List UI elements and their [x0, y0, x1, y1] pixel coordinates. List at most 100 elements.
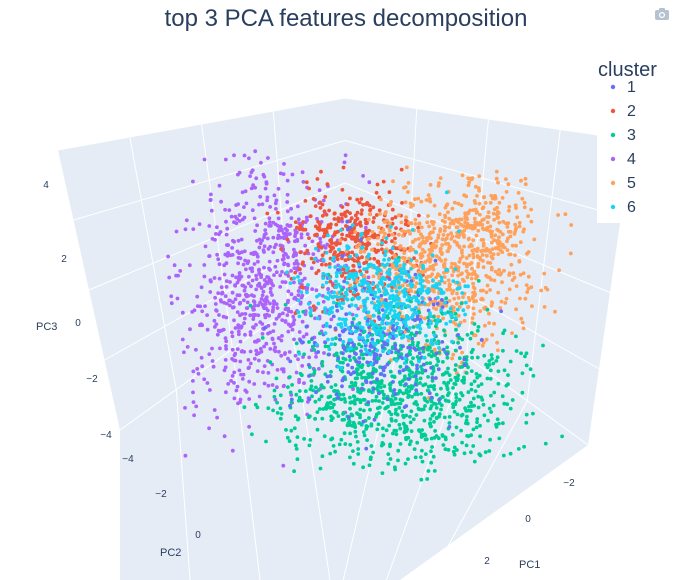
data-point	[516, 191, 521, 195]
data-point	[274, 376, 279, 381]
data-point	[524, 420, 529, 425]
data-point	[366, 334, 370, 338]
legend-item-label[interactable]: 6	[627, 199, 636, 216]
data-point	[334, 285, 339, 289]
data-point	[510, 243, 515, 248]
data-point	[355, 279, 360, 284]
data-point	[224, 219, 228, 224]
legend-item-label[interactable]: 5	[627, 175, 636, 192]
data-point	[272, 273, 276, 277]
data-point	[383, 249, 388, 254]
data-point	[428, 417, 433, 421]
data-point	[380, 247, 384, 252]
legend-item-label[interactable]: 3	[627, 127, 636, 144]
data-point	[371, 205, 376, 210]
data-point	[465, 434, 469, 438]
legend-item-label[interactable]: 4	[627, 151, 636, 168]
data-point	[327, 352, 331, 357]
data-point	[265, 198, 269, 203]
data-point	[240, 190, 245, 195]
data-point	[280, 257, 285, 262]
data-point	[344, 292, 349, 297]
data-point	[355, 397, 360, 402]
data-point	[232, 370, 237, 375]
data-point	[262, 233, 267, 237]
data-point	[328, 249, 333, 254]
data-point	[542, 271, 547, 276]
data-point	[448, 378, 453, 382]
data-point	[411, 203, 415, 208]
data-point	[298, 223, 303, 228]
data-point	[307, 374, 311, 378]
data-point	[471, 294, 475, 299]
data-point	[476, 341, 481, 346]
data-point	[252, 262, 257, 266]
legend-item-label[interactable]: 1	[627, 79, 636, 96]
data-point	[266, 275, 271, 280]
data-point	[380, 365, 385, 370]
data-point	[401, 391, 406, 396]
data-point	[248, 330, 253, 334]
data-point	[268, 244, 272, 249]
data-point	[451, 305, 456, 310]
data-point	[228, 303, 232, 308]
data-point	[474, 372, 479, 376]
data-point	[425, 338, 429, 343]
data-point	[357, 360, 362, 365]
data-point	[381, 433, 386, 438]
data-point	[456, 333, 460, 337]
data-point	[441, 290, 446, 295]
data-point	[323, 245, 328, 250]
data-point	[366, 363, 371, 368]
data-point	[254, 322, 258, 327]
data-point	[247, 156, 251, 161]
data-point	[464, 371, 469, 375]
data-point	[262, 244, 267, 249]
data-point	[563, 212, 568, 217]
data-point	[223, 294, 228, 299]
data-point	[199, 285, 204, 290]
data-point	[495, 212, 500, 217]
data-point	[304, 332, 309, 337]
camera-icon[interactable]	[655, 8, 669, 20]
data-point	[444, 190, 449, 195]
data-point	[261, 370, 265, 375]
data-point	[457, 305, 462, 309]
data-point	[364, 379, 368, 383]
data-point	[187, 263, 192, 268]
data-point	[305, 232, 310, 237]
data-point	[358, 400, 363, 405]
data-point	[271, 329, 276, 333]
data-point	[499, 271, 504, 275]
data-point	[292, 247, 296, 252]
data-point	[430, 375, 435, 380]
data-point	[420, 296, 425, 300]
data-point	[310, 344, 315, 349]
data-point	[445, 287, 449, 292]
data-point	[309, 266, 314, 271]
data-point	[423, 260, 428, 264]
data-point	[432, 203, 437, 208]
data-point	[488, 261, 493, 265]
data-point	[500, 280, 504, 285]
data-point	[472, 299, 476, 304]
data-point	[402, 361, 407, 365]
legend-item-label[interactable]: 2	[627, 103, 636, 120]
data-point	[476, 279, 481, 283]
data-point	[250, 432, 254, 437]
data-point	[217, 276, 222, 281]
data-point	[421, 346, 425, 350]
data-point	[339, 397, 344, 402]
data-point	[301, 309, 306, 314]
data-point	[219, 291, 224, 296]
data-point	[358, 269, 362, 274]
data-point	[517, 224, 522, 229]
data-point	[322, 434, 327, 439]
data-point	[516, 447, 521, 451]
data-point	[415, 316, 420, 321]
data-point	[403, 426, 408, 430]
data-point	[272, 193, 277, 198]
data-point	[394, 261, 399, 266]
data-point	[415, 366, 419, 371]
